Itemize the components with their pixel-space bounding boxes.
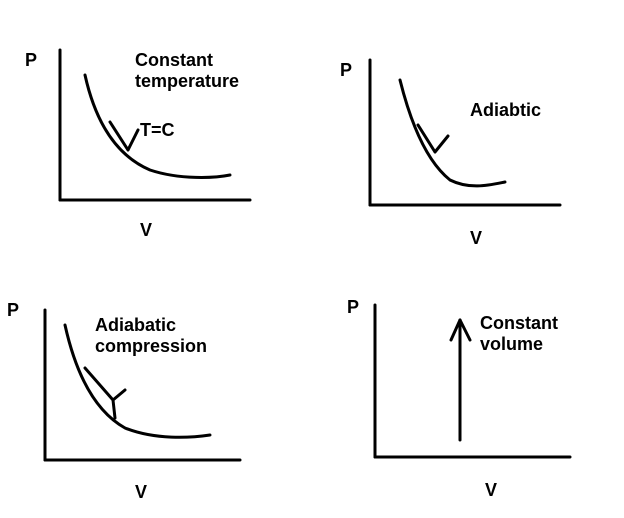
p-axis-label: P [25, 50, 37, 71]
plot-adiabatic-exp: P V Adiabtic [340, 40, 590, 240]
arrow-isothermal [110, 122, 138, 150]
plot-title: Adiabatic compression [95, 315, 207, 356]
p-axis-label: P [340, 60, 352, 81]
curve-label-tc: T=C [140, 120, 175, 141]
plot-title: Constant temperature [135, 50, 239, 91]
plot-adiabatic-exp-svg [340, 40, 590, 240]
v-axis-label: V [140, 220, 152, 241]
plot-title: Constant volume [480, 313, 558, 354]
plot-isochoric: P V Constant volume [345, 285, 595, 495]
v-axis-label: V [470, 228, 482, 249]
diagram-canvas: P V Constant temperature T=C P V Adiabti… [0, 0, 624, 518]
plot-adiabatic-comp: P V Adiabatic compression [15, 290, 275, 500]
v-axis-label: V [135, 482, 147, 503]
v-axis-label: V [485, 480, 497, 501]
p-axis-label: P [347, 297, 359, 318]
p-axis-label: P [7, 300, 19, 321]
curve-adiabatic [400, 80, 505, 186]
plot-title: Adiabtic [470, 100, 541, 121]
arrow-adiabatic [418, 125, 448, 152]
plot-isothermal: P V Constant temperature T=C [30, 30, 280, 230]
